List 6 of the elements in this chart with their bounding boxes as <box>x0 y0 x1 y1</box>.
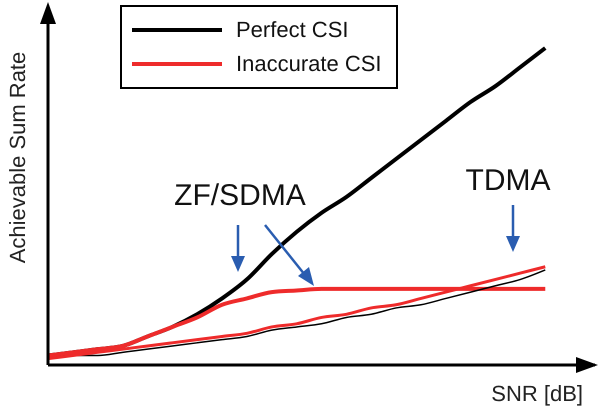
legend-label: Perfect CSI <box>236 17 348 43</box>
y-axis-title: Achievable Sum Rate <box>4 52 30 264</box>
legend-label: Inaccurate CSI <box>236 51 382 77</box>
annotation: TDMA <box>466 164 550 197</box>
annotation: ZF/SDMA <box>174 179 306 212</box>
x-axis-title: SNR [dB] <box>491 381 583 406</box>
